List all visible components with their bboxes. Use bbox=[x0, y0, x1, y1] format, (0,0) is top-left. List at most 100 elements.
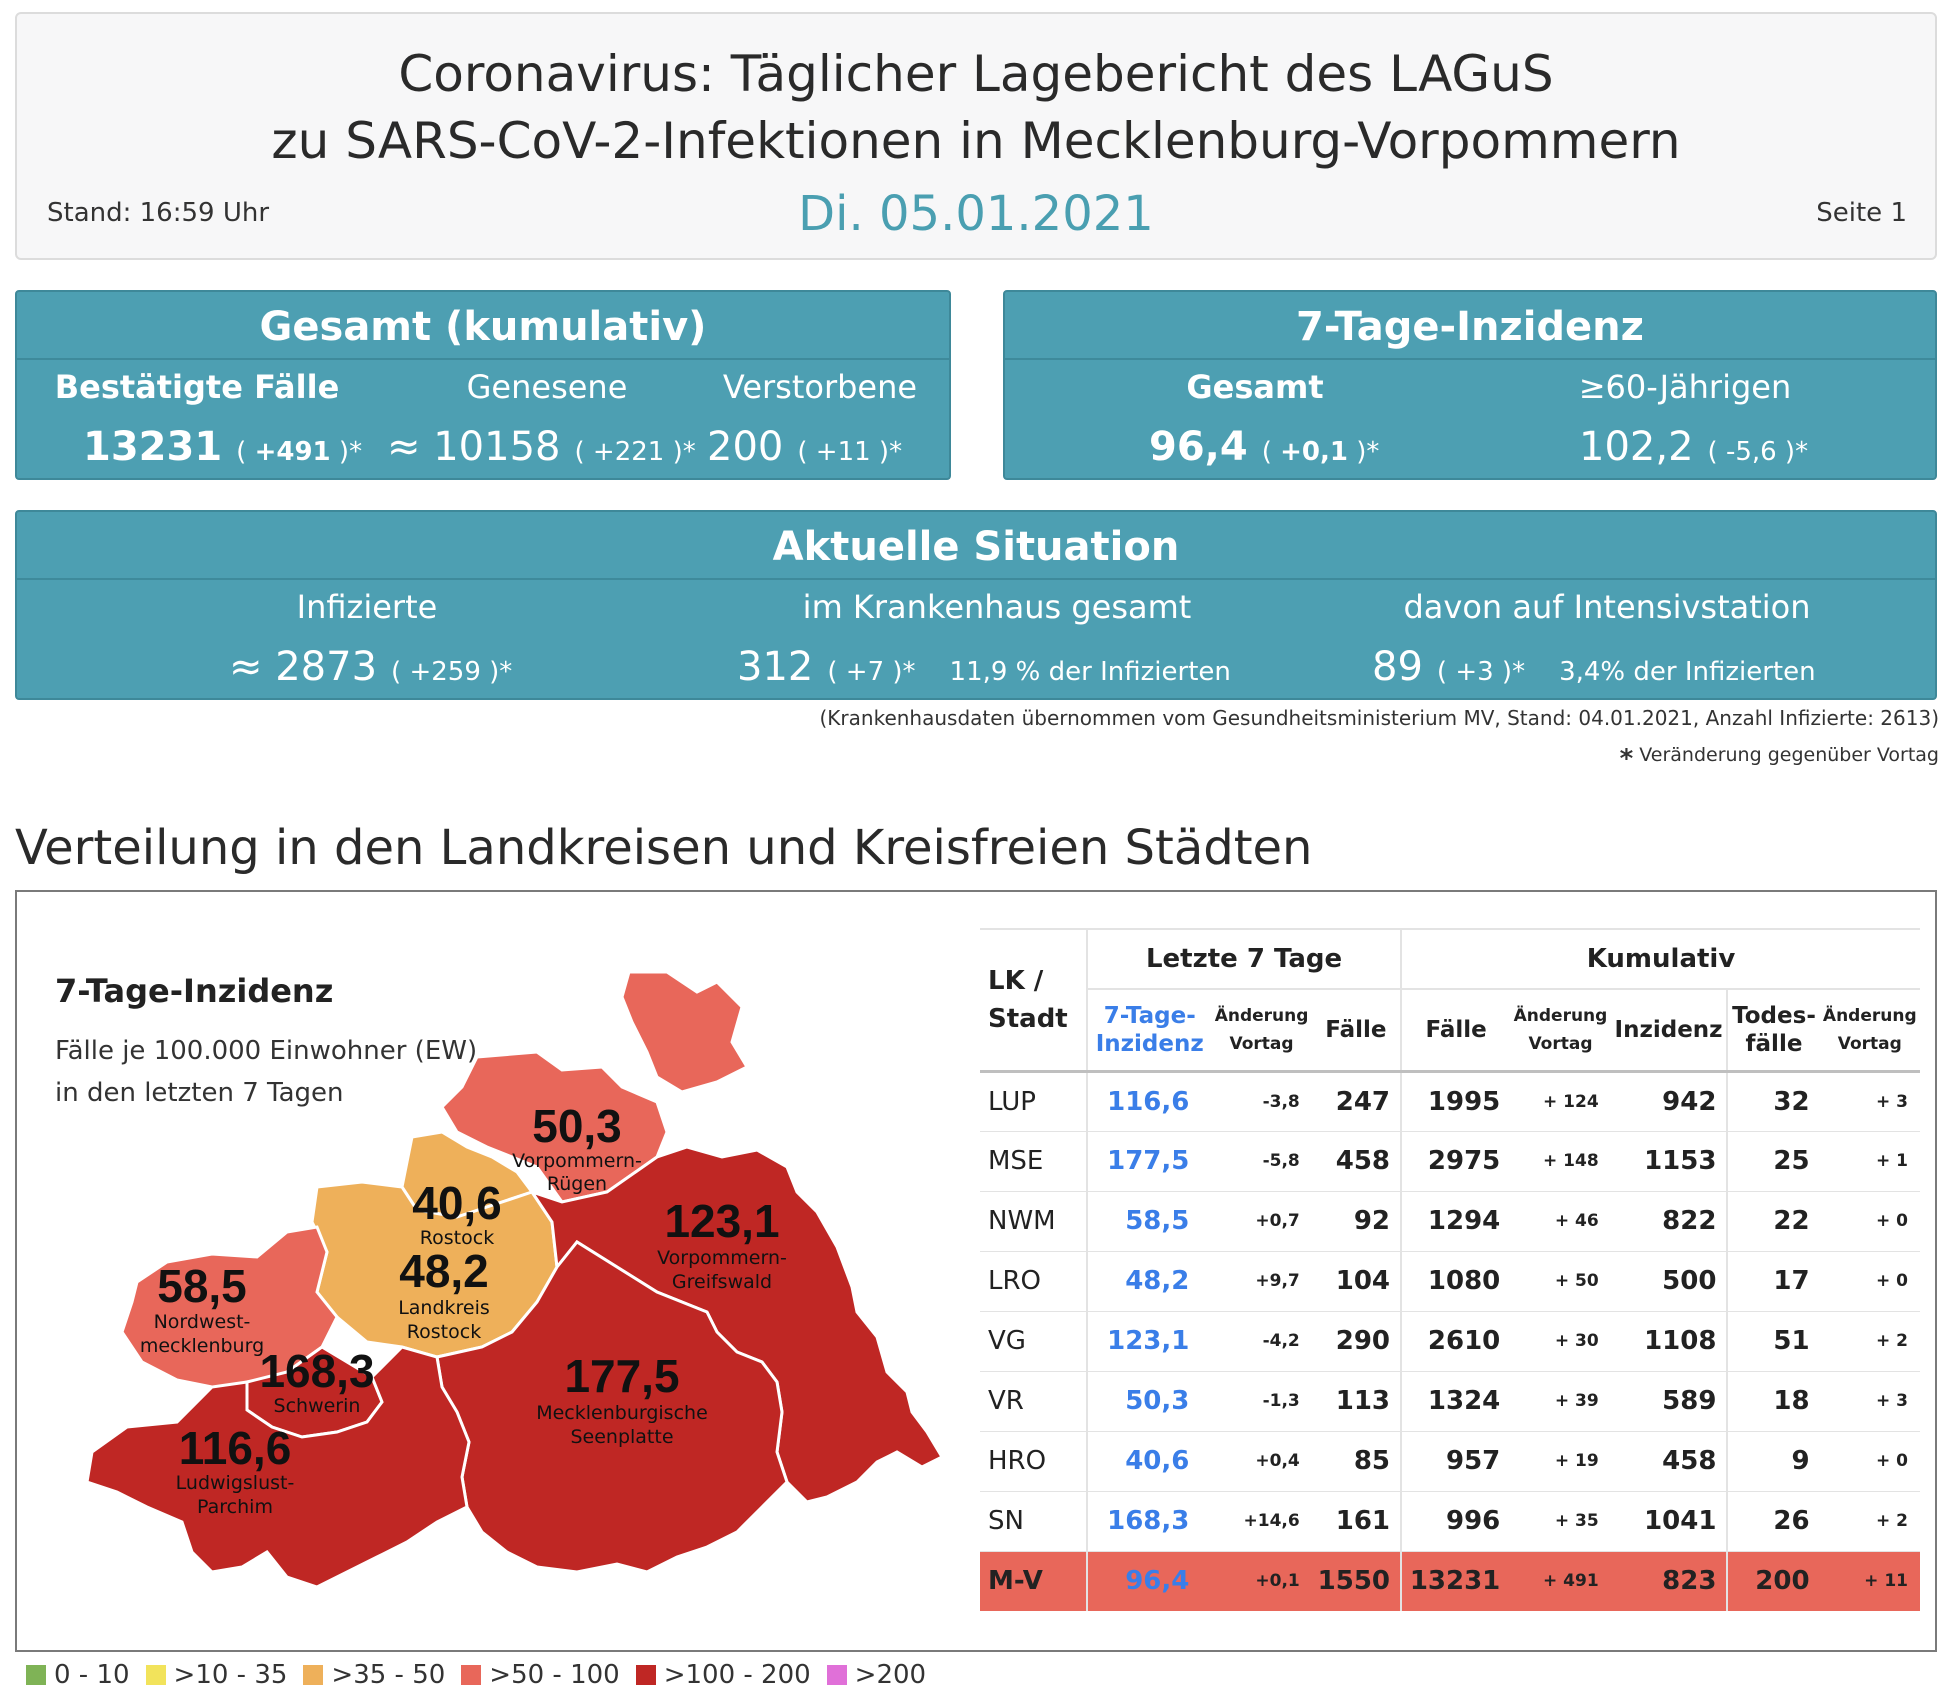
cell-tchg: + 0 bbox=[1819, 1251, 1920, 1312]
legend-item: >100 - 200 bbox=[635, 1660, 811, 1690]
map-label-vg-name1: Vorpommern- bbox=[657, 1247, 787, 1269]
col-header-change: Änderung Vortag bbox=[1211, 989, 1312, 1073]
icu-row: 89( +3 )* 3,4% der Infizierten bbox=[1372, 644, 1816, 690]
map-label-vr-name2: Rügen bbox=[547, 1173, 607, 1195]
legend-item: 0 - 10 bbox=[26, 1660, 130, 1690]
cell-kinz: 942 bbox=[1610, 1071, 1728, 1132]
hospital-label: im Krankenhaus gesamt bbox=[802, 588, 1192, 626]
incidence-over60-row: 102,2( -5,6 )* bbox=[1579, 424, 1809, 470]
table-row: HRO 40,6 +0,4 85 957 + 19 458 9 + 0 bbox=[980, 1431, 1920, 1492]
incidence-over60-value: 102,2 bbox=[1579, 424, 1694, 470]
legend-swatch bbox=[303, 1665, 324, 1685]
infected-row: ≈ 2873( +259 )* bbox=[229, 644, 513, 690]
cell-kfaelle: 996 bbox=[1400, 1491, 1511, 1552]
incidence-total: Gesamt bbox=[1005, 368, 1505, 406]
cell-kinz: 589 bbox=[1610, 1371, 1728, 1432]
col-header-deaths: Todes-fälle bbox=[1726, 989, 1820, 1073]
map-label-nwm-name1: Nordwest- bbox=[154, 1311, 251, 1333]
map-label-nwm-name2: mecklenburg bbox=[140, 1335, 264, 1357]
cell-inz: 123,1 bbox=[1086, 1311, 1212, 1372]
cell-tchg: + 1 bbox=[1819, 1131, 1920, 1192]
table-row: VR 50,3 -1,3 113 1324 + 39 589 18 + 3 bbox=[980, 1371, 1920, 1432]
cell-faelle: 458 bbox=[1311, 1131, 1402, 1192]
cell-kfaelle: 2610 bbox=[1400, 1311, 1511, 1372]
incidence-total-value: 96,4 bbox=[1149, 424, 1248, 470]
cell-tod: 32 bbox=[1726, 1071, 1820, 1132]
cell-lk: NWM bbox=[980, 1191, 1088, 1252]
cell-lk: SN bbox=[980, 1491, 1088, 1552]
deaths-value: 200 bbox=[707, 424, 784, 470]
legend-label: 0 - 10 bbox=[54, 1660, 130, 1690]
col-header-incidence: 7-Tage- Inzidenz bbox=[1086, 989, 1212, 1073]
legend-label: >100 - 200 bbox=[663, 1660, 811, 1690]
cell-kfaelle: 13231 bbox=[1400, 1551, 1511, 1611]
icu-value: 89 bbox=[1372, 644, 1423, 690]
current-situation-panel: Aktuelle Situation Infizierte im Kranken… bbox=[15, 510, 1937, 700]
cell-tod: 18 bbox=[1726, 1371, 1820, 1432]
table-row: MSE 177,5 -5,8 458 2975 + 148 1153 25 + 1 bbox=[980, 1131, 1920, 1192]
cell-tod: 51 bbox=[1726, 1311, 1820, 1372]
map-label-vg-name2: Greifswald bbox=[672, 1271, 772, 1293]
cell-lk: VG bbox=[980, 1311, 1088, 1372]
incidence-total-row: 96,4( +0,1 )* bbox=[1149, 424, 1380, 470]
col-header-district-line1: LK / bbox=[988, 965, 1044, 996]
cell-tchg: + 11 bbox=[1819, 1551, 1920, 1611]
recovered-value: ≈ 10158 bbox=[387, 424, 561, 470]
group-header-cumulative: Kumulativ bbox=[1400, 928, 1920, 990]
cell-tod: 9 bbox=[1726, 1431, 1820, 1492]
cell-lk: M-V bbox=[980, 1551, 1088, 1611]
map-label-sn-name1: Schwerin bbox=[274, 1395, 361, 1417]
legend-swatch bbox=[26, 1665, 46, 1685]
map-region-vr-island[interactable] bbox=[620, 970, 750, 1094]
infected-change: +259 bbox=[409, 657, 481, 687]
deaths: Verstorbene bbox=[685, 368, 955, 406]
cell-kchg: + 19 bbox=[1510, 1431, 1611, 1492]
map-subtitle-line1: Fälle je 100.000 Einwohner (EW) bbox=[55, 1036, 478, 1066]
cell-chg: -3,8 bbox=[1211, 1071, 1312, 1132]
map-region-mse[interactable] bbox=[435, 1240, 789, 1574]
cell-tchg: + 3 bbox=[1819, 1371, 1920, 1432]
cumulative-panel: Gesamt (kumulativ) Bestätigte Fälle Gene… bbox=[15, 290, 951, 480]
col-header-cum-change: Änderung Vortag bbox=[1510, 989, 1611, 1073]
cell-tod: 17 bbox=[1726, 1251, 1820, 1312]
cell-lk: HRO bbox=[980, 1431, 1088, 1492]
icu-percent: 3,4% der Infizierten bbox=[1559, 657, 1816, 687]
infected: Infizierte bbox=[17, 588, 717, 626]
hospital-percent: 11,9 % der Infizierten bbox=[949, 657, 1231, 687]
map-label-vr-value: 50,3 bbox=[532, 1100, 622, 1152]
cell-inz: 168,3 bbox=[1086, 1491, 1212, 1552]
footnote-star: * bbox=[1619, 744, 1634, 774]
footnote-text: Veränderung gegenüber Vortag bbox=[1639, 744, 1939, 766]
cell-kinz: 458 bbox=[1610, 1431, 1728, 1492]
legend-item: >50 - 100 bbox=[461, 1660, 620, 1690]
icu: davon auf Intensivstation bbox=[1257, 588, 1954, 626]
district-table-body: LUP 116,6 -3,8 247 1995 + 124 942 32 + 3 MSE 177,5… bbox=[980, 1071, 1920, 1611]
incidence-total-change: +0,1 bbox=[1280, 437, 1348, 467]
cell-faelle: 85 bbox=[1311, 1431, 1402, 1492]
district-distribution-box: 7-Tage-Inzidenz Fälle je 100.000 Einwohn… bbox=[15, 890, 1937, 1652]
cell-tchg: + 2 bbox=[1819, 1491, 1920, 1552]
cell-tod: 22 bbox=[1726, 1191, 1820, 1252]
legend-item: >35 - 50 bbox=[303, 1660, 445, 1690]
cell-inz: 50,3 bbox=[1086, 1371, 1212, 1432]
legend-label: >10 - 35 bbox=[173, 1660, 288, 1690]
table-total-row: M-V 96,4 +0,1 1550 13231 + 491 823 200 + 11 bbox=[980, 1551, 1920, 1611]
report-date: Di. 05.01.2021 bbox=[798, 186, 1154, 242]
cell-tchg: + 3 bbox=[1819, 1071, 1920, 1132]
cell-chg: +14,6 bbox=[1211, 1491, 1312, 1552]
hospital-change: +7 bbox=[845, 657, 885, 687]
col-header-district: LK / Stadt bbox=[980, 928, 1088, 1073]
map-label-lro-name2: Rostock bbox=[407, 1321, 481, 1343]
cell-inz: 48,2 bbox=[1086, 1251, 1212, 1312]
cell-tchg: + 2 bbox=[1819, 1311, 1920, 1372]
map-region-nwm[interactable] bbox=[120, 1225, 339, 1389]
confirmed-value: 13231 bbox=[83, 424, 223, 470]
cell-lk: LUP bbox=[980, 1071, 1088, 1132]
cell-lk: VR bbox=[980, 1371, 1088, 1432]
map-region-lup[interactable] bbox=[85, 1345, 471, 1589]
cell-kfaelle: 1324 bbox=[1400, 1371, 1511, 1432]
map-label-lup-name2: Parchim bbox=[197, 1496, 273, 1518]
cell-inz: 116,6 bbox=[1086, 1071, 1212, 1132]
map-label-vr-name1: Vorpommern- bbox=[512, 1150, 642, 1172]
cell-kchg: + 124 bbox=[1510, 1071, 1611, 1132]
